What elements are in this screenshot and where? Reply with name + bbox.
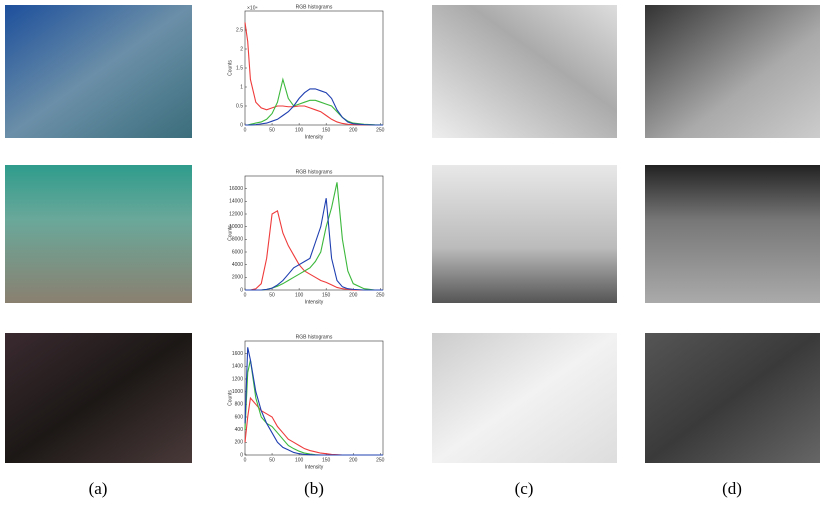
x-tick-label: 250 xyxy=(376,127,385,133)
plot-frame xyxy=(245,11,383,125)
y-tick-label: 1.5 xyxy=(236,65,243,71)
histogram-line xyxy=(245,22,383,125)
y-tick-label: 0.5 xyxy=(236,103,243,109)
x-tick-label: 200 xyxy=(349,457,358,463)
caption: (a) xyxy=(89,479,108,498)
caption: (c) xyxy=(515,479,534,498)
x-tick-label: 0 xyxy=(244,292,247,298)
histogram-line xyxy=(245,360,383,455)
x-tick-label: 200 xyxy=(349,292,358,298)
x-axis-label: Intensity xyxy=(305,134,324,140)
x-tick-label: 150 xyxy=(322,457,331,463)
x-tick-label: 150 xyxy=(322,292,331,298)
x-tick-label: 50 xyxy=(269,292,275,298)
y-tick-label: 16000 xyxy=(229,186,243,192)
y-tick-label: 600 xyxy=(235,414,244,420)
x-tick-label: 100 xyxy=(295,457,304,463)
y-tick-label: 1000 xyxy=(232,389,243,395)
x-tick-label: 100 xyxy=(295,127,304,133)
chart-title: RGB histograms xyxy=(296,334,333,340)
y-tick-label: 200 xyxy=(235,440,244,446)
x-tick-label: 200 xyxy=(349,127,358,133)
y-tick-label: 12000 xyxy=(229,211,243,217)
x-tick-label: 0 xyxy=(244,457,247,463)
y-tick-label: 0 xyxy=(240,452,243,458)
y-tick-label: 0 xyxy=(240,122,243,128)
y-tick-label: 10000 xyxy=(229,224,243,230)
x-tick-label: 50 xyxy=(269,457,275,463)
x-tick-label: 150 xyxy=(322,127,331,133)
histogram-line xyxy=(245,211,383,290)
x-axis-label: Intensity xyxy=(305,299,324,305)
caption: (d) xyxy=(722,479,742,498)
histogram-line xyxy=(245,79,383,125)
caption: (b) xyxy=(304,479,324,498)
y-tick-label: 800 xyxy=(235,402,244,408)
y-tick-label: 1400 xyxy=(232,364,243,370)
map-image xyxy=(645,5,820,138)
x-tick-label: 250 xyxy=(376,292,385,298)
histogram-line xyxy=(245,182,383,290)
map-image xyxy=(645,333,820,463)
plot-frame xyxy=(245,341,383,455)
x-tick-label: 100 xyxy=(295,292,304,298)
photo xyxy=(5,5,192,138)
photo xyxy=(5,165,192,303)
map-image xyxy=(645,165,820,303)
y-tick-label: 14000 xyxy=(229,199,243,205)
chart-title: RGB histograms xyxy=(296,4,333,10)
y-tick-label: 1600 xyxy=(232,351,243,357)
y-tick-label: 0 xyxy=(240,287,243,293)
x-tick-label: 50 xyxy=(269,127,275,133)
map-image xyxy=(432,333,617,463)
map-image xyxy=(432,165,617,303)
y-tick-label: 1200 xyxy=(232,376,243,382)
y-axis-label: Counts xyxy=(227,60,233,76)
photo xyxy=(5,333,192,463)
y-tick-label: 2.5 xyxy=(236,27,243,33)
plot-frame xyxy=(245,176,383,290)
figure: (a) (b) (c) (d) RGB histograms Intensity C… xyxy=(0,0,822,502)
y-tick-label: 8000 xyxy=(232,237,243,243)
y-tick-label: 4000 xyxy=(232,262,243,268)
histogram-line xyxy=(245,347,383,455)
y-tick-label: 400 xyxy=(235,427,244,433)
x-tick-label: 0 xyxy=(244,127,247,133)
chart-title: RGB histograms xyxy=(296,169,333,175)
y-tick-label: 2 xyxy=(240,46,243,52)
y-tick-label: 1 xyxy=(240,84,243,90)
y-tick-label: 6000 xyxy=(232,249,243,255)
x-axis-label: Intensity xyxy=(305,464,324,470)
y-exponent: ×10⁴ xyxy=(247,5,258,11)
histogram-line xyxy=(245,398,383,455)
map-image xyxy=(432,5,617,138)
y-tick-label: 2000 xyxy=(232,275,243,281)
x-tick-label: 250 xyxy=(376,457,385,463)
